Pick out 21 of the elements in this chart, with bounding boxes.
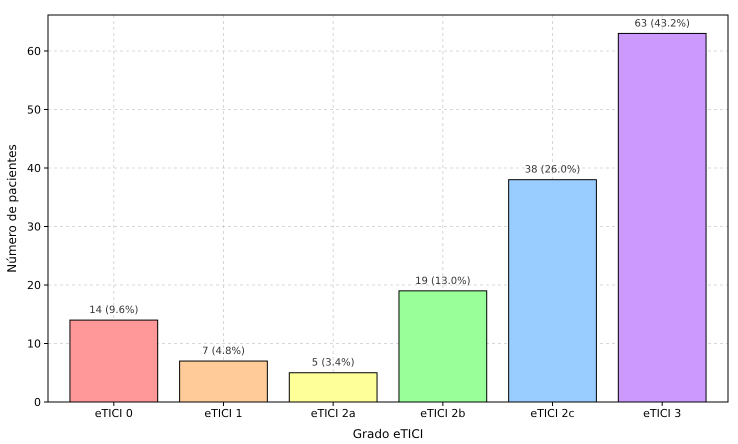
y-tick-label: 60 bbox=[27, 44, 41, 58]
x-axis-title: Grado eTICI bbox=[352, 427, 424, 441]
x-tick-label: eTICI 2a bbox=[310, 407, 356, 420]
x-tick-label: eTICI 2c bbox=[530, 407, 575, 420]
data-label: 5 (3.4%) bbox=[312, 358, 355, 369]
y-axis-title: Número de pacientes bbox=[5, 144, 19, 273]
y-tick-label: 20 bbox=[27, 278, 41, 292]
x-tick-label: eTICI 3 bbox=[643, 407, 682, 420]
data-label: 14 (9.6%) bbox=[89, 305, 138, 316]
y-tick-label: 0 bbox=[34, 396, 41, 409]
data-label: 38 (26.0%) bbox=[524, 164, 580, 176]
x-tick-label: eTICI 1 bbox=[204, 407, 243, 420]
y-tick-label: 40 bbox=[27, 162, 41, 175]
y-tick-label: 10 bbox=[27, 337, 41, 350]
data-label: 63 (43.2%) bbox=[634, 18, 690, 30]
data-label: 7 (4.8%) bbox=[202, 346, 245, 358]
x-tick-label: eTICI 0 bbox=[94, 407, 133, 420]
data-label: 19 (13.0%) bbox=[415, 276, 471, 287]
y-tick-label: 30 bbox=[27, 220, 41, 234]
y-tick-label: 50 bbox=[27, 103, 41, 116]
x-tick-label: eTICI 2b bbox=[420, 407, 466, 420]
